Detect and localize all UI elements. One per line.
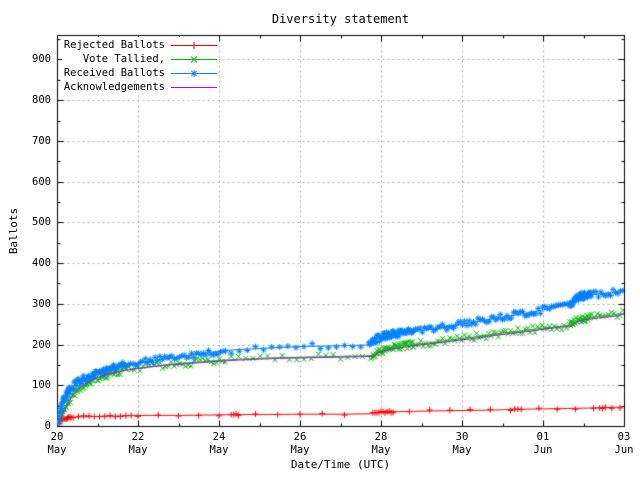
y-axis-title: Ballots [7, 207, 20, 255]
chart-title: Diversity statement [271, 12, 410, 26]
x-tick-label: 30 May [452, 431, 472, 456]
x-tick-label: 20 May [47, 431, 67, 456]
legend-item-rejected-ballots: Rejected Ballots [62, 38, 217, 52]
plus-marker-icon [171, 41, 217, 49]
legend: Rejected Ballots Vote Tallied, Received Ba… [62, 37, 219, 95]
y-tick-label: 200 [32, 338, 51, 351]
x-tick-label: 28 May [371, 431, 391, 456]
legend-item-vote-tallied: Vote Tallied, [62, 52, 217, 66]
x-tick-label: 01 Jun [533, 431, 553, 456]
y-tick-label: 400 [32, 257, 51, 270]
legend-item-received-ballots: Received Ballots [62, 66, 217, 80]
x-tick-label: 22 May [128, 431, 148, 456]
line-marker-icon [171, 86, 217, 88]
y-tick-label: 600 [32, 175, 51, 188]
x-axis-title: Date/Time (UTC) [290, 458, 391, 471]
legend-label: Rejected Ballots [63, 39, 165, 51]
cross-marker-icon [171, 55, 217, 63]
y-tick-label: 800 [32, 94, 51, 107]
y-tick-label: 500 [32, 216, 51, 229]
y-tick-label: 700 [32, 134, 51, 147]
x-tick-label: 26 May [290, 431, 310, 456]
x-tick-label: 03 Jun [614, 431, 634, 456]
y-tick-label: 300 [32, 297, 51, 310]
y-tick-label: 0 [44, 420, 51, 432]
legend-label: Vote Tallied, [82, 53, 165, 65]
y-tick-label: 100 [32, 379, 51, 392]
legend-label: Received Ballots [63, 67, 165, 79]
y-tick-label: 900 [32, 53, 51, 66]
star-marker-icon [171, 69, 217, 77]
x-tick-label: 24 May [209, 431, 229, 456]
legend-label: Acknowledgements [63, 81, 165, 93]
legend-item-acknowledgements: Acknowledgements [62, 80, 217, 94]
